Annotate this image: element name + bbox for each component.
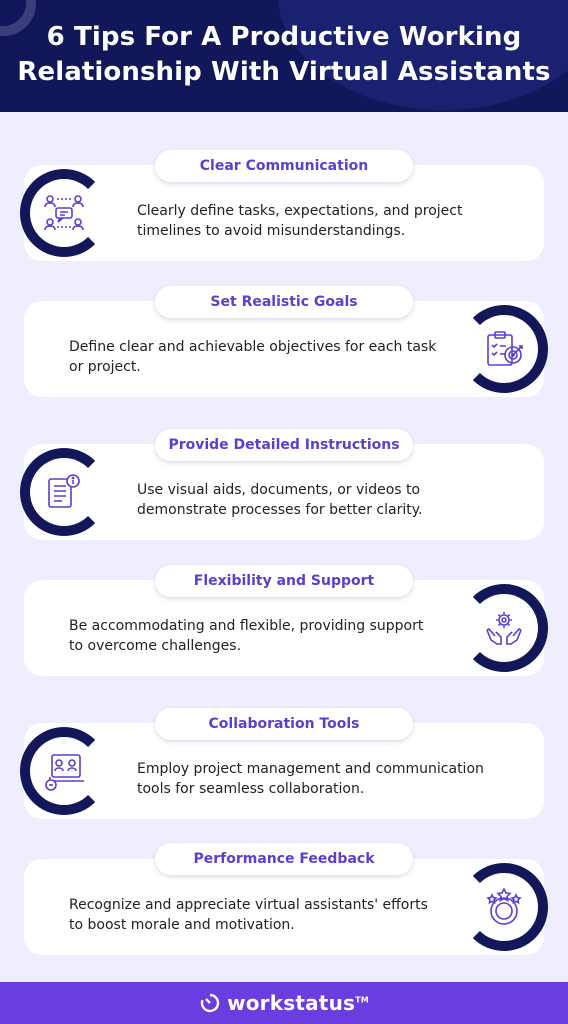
decorative-ring (0, 0, 36, 36)
support-hands-gear-icon (486, 612, 522, 645)
footer-bar: workstatusTM (0, 982, 568, 1024)
brand-name: workstatusTM (227, 991, 369, 1015)
trademark: TM (355, 995, 369, 1005)
tip-icon-ring (20, 448, 108, 536)
tip-icon-ring (20, 169, 108, 257)
tip-text: Employ project management and communicat… (137, 761, 484, 797)
title-line-1: 6 Tips For A Productive Working (46, 22, 522, 52)
header-banner: 6 Tips For A Productive Working Relation… (0, 0, 568, 112)
collaboration-tools-icon (45, 754, 84, 791)
tip-title-pill: Set Realistic Goals (155, 286, 413, 318)
goal-target-icon (487, 331, 523, 366)
communication-icon (44, 195, 84, 231)
brand-text: workstatus (227, 991, 356, 1015)
feedback-stars-icon (486, 887, 522, 925)
tip-icon-ring (20, 727, 108, 815)
tip-title-pill: Provide Detailed Instructions (155, 429, 413, 461)
tip-text: Recognize and appreciate virtual assista… (69, 897, 428, 933)
tip-text: Define clear and achievable objectives f… (69, 339, 437, 375)
tip-title-pill: Flexibility and Support (155, 565, 413, 597)
tip-icon-ring (460, 863, 548, 951)
tip-text: Be accommodating and flexible, providing… (69, 618, 424, 654)
tip-icon-ring (460, 584, 548, 672)
tip-title-pill: Performance Feedback (155, 843, 413, 875)
instructions-document-icon (48, 474, 80, 508)
workstatus-logo-icon (200, 993, 220, 1013)
page-title: 6 Tips For A Productive Working Relation… (0, 20, 568, 90)
tip-card-2: Define clear and achievable objectives f… (24, 301, 544, 397)
tip-text: Clearly define tasks, expectations, and … (137, 203, 463, 239)
tip-card-3: Use visual aids, documents, or videos to… (24, 444, 544, 540)
title-line-2: Relationship With Virtual Assistants (17, 57, 551, 87)
tip-icon-ring (460, 305, 548, 393)
tip-title-pill: Clear Communication (155, 150, 413, 182)
tip-text: Use visual aids, documents, or videos to… (137, 482, 423, 518)
tip-title-pill: Collaboration Tools (155, 708, 413, 740)
tip-card-6: Recognize and appreciate virtual assista… (24, 859, 544, 955)
